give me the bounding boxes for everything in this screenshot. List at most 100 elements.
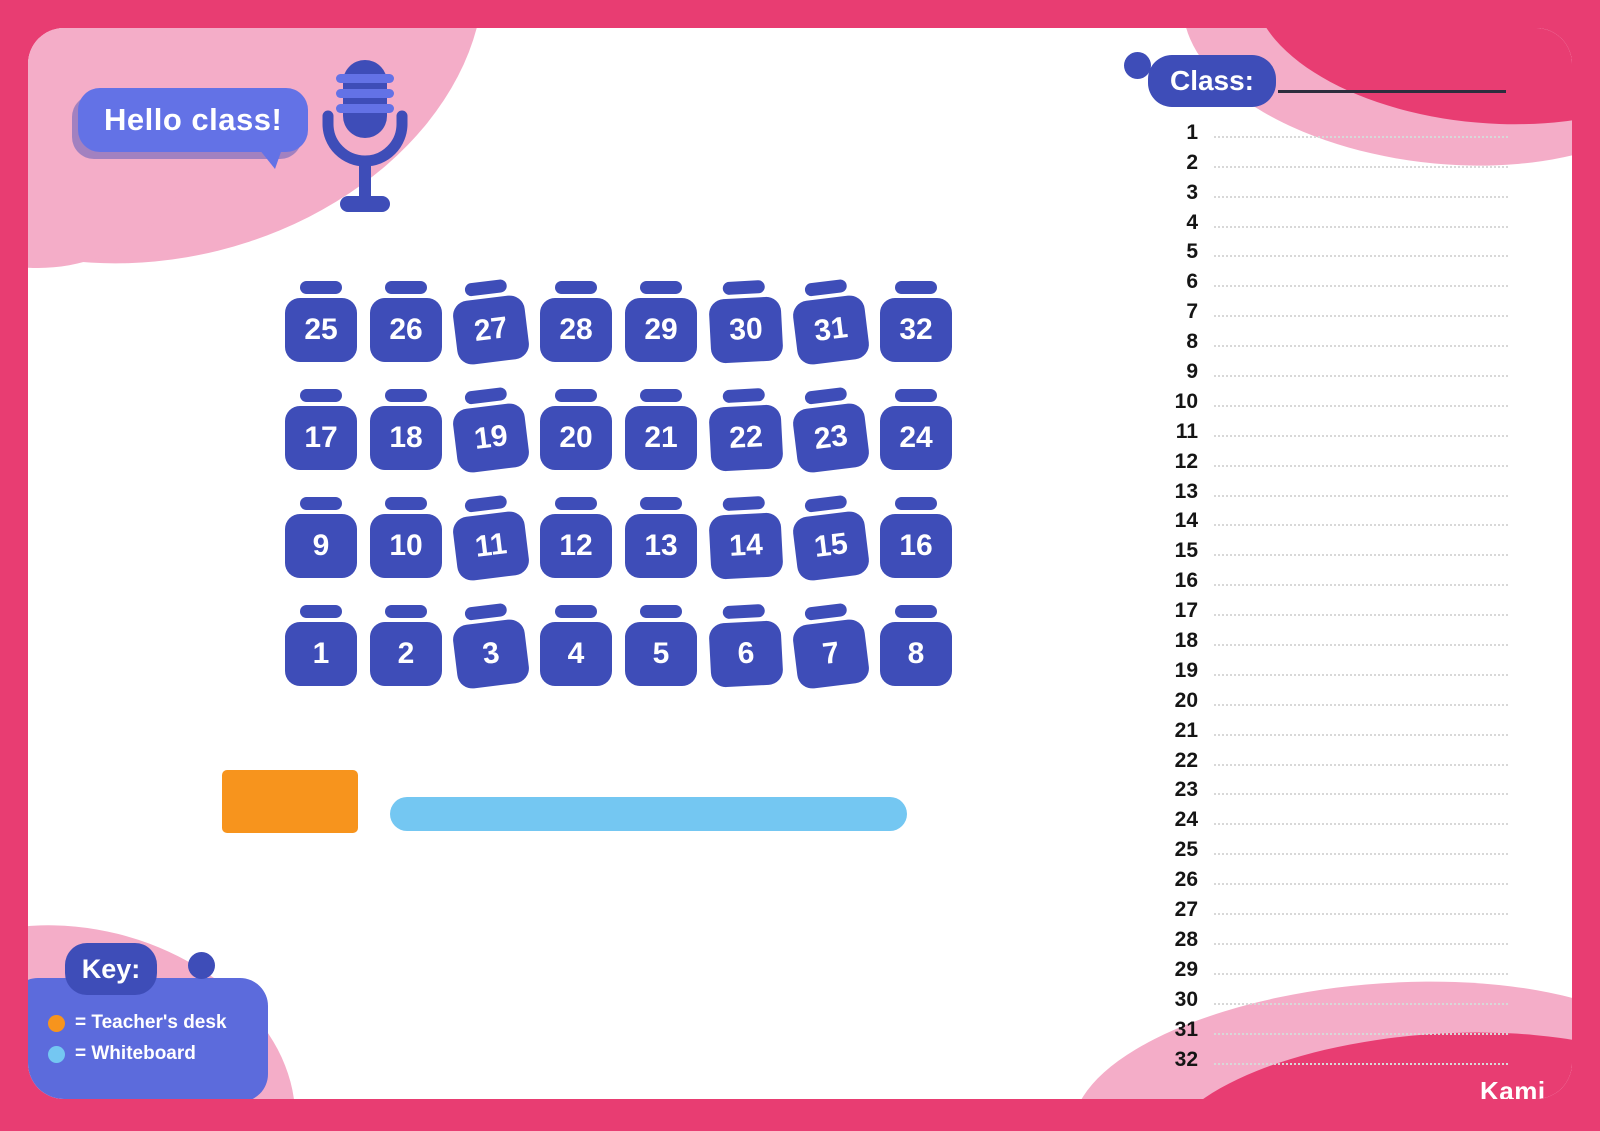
kami-logo: Kami [1480,1076,1546,1099]
key-items: = Teacher's desk = Whiteboard [48,1012,227,1065]
roster-name-line[interactable] [1214,165,1508,168]
seat-29[interactable]: 29 [625,281,697,362]
seat-13[interactable]: 13 [625,497,697,578]
seat-31[interactable]: 31 [791,293,871,367]
roster-row: 31 [1156,1013,1508,1043]
seat-17[interactable]: 17 [285,389,357,470]
seat-number: 18 [389,421,423,454]
seat-12[interactable]: 12 [540,497,612,578]
roster-name-line[interactable] [1214,584,1508,587]
roster-number: 7 [1186,300,1198,324]
roster-name-line[interactable] [1214,763,1508,766]
seat-number: 20 [559,421,593,454]
class-name-line[interactable] [1278,90,1506,93]
seat-23[interactable]: 23 [791,401,871,475]
seat-16[interactable]: 16 [880,497,952,578]
roster-name-line[interactable] [1214,375,1508,378]
seat-number: 15 [812,527,850,564]
seat-4[interactable]: 4 [540,605,612,686]
seat-number: 14 [728,528,764,563]
key-label: Key: [81,953,141,984]
seat-11[interactable]: 11 [451,509,531,583]
roster-name-line[interactable] [1214,554,1508,557]
roster-name-line[interactable] [1214,883,1508,886]
seat-7[interactable]: 7 [791,617,871,691]
roster-name-line[interactable] [1214,464,1508,467]
roster-name-line[interactable] [1214,644,1508,647]
seat-26[interactable]: 26 [370,281,442,362]
seat-number: 3 [480,636,502,671]
seat-21[interactable]: 21 [625,389,697,470]
roster-name-line[interactable] [1214,823,1508,826]
seat-27[interactable]: 27 [451,293,531,367]
roster-name-line[interactable] [1214,524,1508,527]
roster-name-line[interactable] [1214,733,1508,736]
roster-number: 2 [1186,150,1198,174]
seat-9[interactable]: 9 [285,497,357,578]
roster-name-line[interactable] [1214,853,1508,856]
roster-name-line[interactable] [1214,1002,1508,1005]
roster-row: 22 [1156,744,1508,774]
roster-name-line[interactable] [1214,404,1508,407]
roster-number: 13 [1174,479,1198,503]
seat-row: 25 26 27 28 29 30 31 32 [285,281,952,367]
roster-row: 24 [1156,803,1508,833]
roster-name-line[interactable] [1214,703,1508,706]
seat-2[interactable]: 2 [370,605,442,686]
seat-30[interactable]: 30 [708,296,784,364]
seat-20[interactable]: 20 [540,389,612,470]
key-swatch [48,1045,65,1063]
seat-18[interactable]: 18 [370,389,442,470]
seat-3[interactable]: 3 [451,617,531,691]
roster-number: 8 [1186,330,1198,354]
roster-number: 3 [1186,180,1198,204]
roster-name-line[interactable] [1214,135,1508,138]
roster-name-line[interactable] [1214,942,1508,945]
roster-name-line[interactable] [1214,1062,1508,1065]
key-bubble: Key: [65,943,157,995]
seat-5[interactable]: 5 [625,605,697,686]
key-swatch [48,1014,65,1032]
roster-name-line[interactable] [1214,793,1508,796]
roster-name-line[interactable] [1214,195,1508,198]
seat-number: 7 [820,636,842,671]
seat-28[interactable]: 28 [540,281,612,362]
seat-14[interactable]: 14 [708,512,784,580]
roster-number: 31 [1174,1017,1198,1041]
roster-name-line[interactable] [1214,972,1508,975]
seat-number: 16 [899,529,933,562]
roster-row: 17 [1156,594,1508,624]
roster-row: 26 [1156,863,1508,893]
seat-15[interactable]: 15 [791,509,871,583]
roster-name-line[interactable] [1214,913,1508,916]
seat-number: 17 [304,421,338,454]
roster-name-line[interactable] [1214,225,1508,228]
roster-row: 27 [1156,893,1508,923]
seat-32[interactable]: 32 [880,281,952,362]
seat-number: 13 [644,529,678,562]
roster-number: 10 [1174,389,1198,413]
seat-1[interactable]: 1 [285,605,357,686]
seat-number: 9 [312,529,330,562]
seat-25[interactable]: 25 [285,281,357,362]
roster-name-line[interactable] [1214,255,1508,258]
seat-number: 11 [473,527,509,564]
roster-name-line[interactable] [1214,494,1508,497]
seat-22[interactable]: 22 [708,404,784,472]
roster-name-line[interactable] [1214,315,1508,318]
roster-name-line[interactable] [1214,345,1508,348]
key-item: = Whiteboard [48,1043,227,1065]
seat-24[interactable]: 24 [880,389,952,470]
roster-row: 28 [1156,923,1508,953]
seat-8[interactable]: 8 [880,605,952,686]
roster-name-line[interactable] [1214,285,1508,288]
seat-6[interactable]: 6 [708,620,784,688]
roster-name-line[interactable] [1214,614,1508,617]
seat-19[interactable]: 19 [451,401,531,475]
seat-10[interactable]: 10 [370,497,442,578]
roster-name-line[interactable] [1214,1032,1508,1035]
roster-name-line[interactable] [1214,673,1508,676]
roster-name-line[interactable] [1214,434,1508,437]
key-item-label: = Teacher's desk [75,1012,227,1033]
